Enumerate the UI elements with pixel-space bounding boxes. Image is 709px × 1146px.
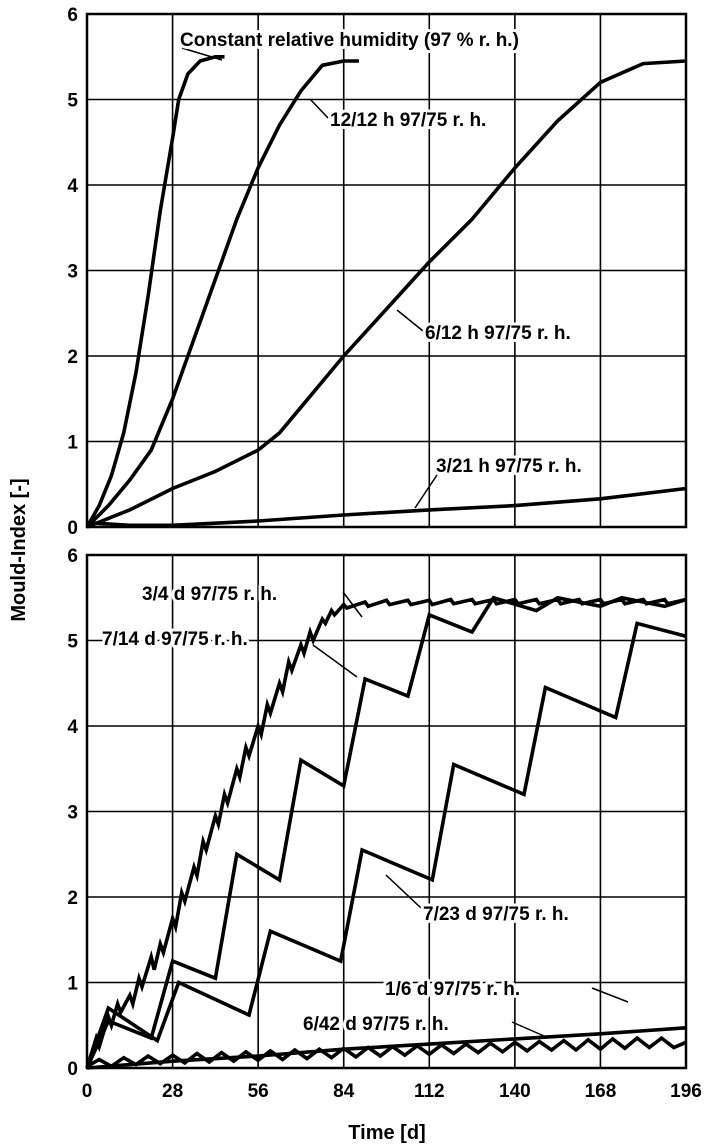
series-line — [85, 597, 687, 1069]
y-tick-label: 4 — [67, 176, 78, 197]
annotation-leader — [591, 987, 629, 1003]
y-axis-title: Mould-Index [-] — [8, 478, 30, 621]
annotation-label: 3/4 d 97/75 r. h. — [142, 584, 277, 605]
annotation-leader — [511, 1021, 545, 1037]
annotation-label: 7/14 d 97/75 r. h. — [102, 629, 248, 650]
annotation-leader — [181, 47, 223, 61]
annotation-leader — [309, 98, 329, 119]
x-tick-label: 168 — [585, 1081, 617, 1102]
series-line — [86, 486, 687, 528]
annotation-label: 3/21 h 97/75 r. h. — [436, 456, 582, 477]
x-tick-label: 0 — [82, 1081, 93, 1102]
annotation-label: Constant relative humidity (97 % r. h.) — [180, 30, 519, 51]
y-tick-label: 1 — [67, 433, 78, 454]
y-tick-label: 5 — [67, 91, 78, 112]
y-tick-label: 4 — [67, 717, 78, 738]
plot-frame — [85, 12, 688, 529]
y-tick-label: 6 — [67, 5, 78, 26]
top-panel: 0 1 2 3 4 5 6 Constant relative humidity (97 % … — [67, 5, 688, 539]
annotation-label: 6/42 d 97/75 r. h. — [303, 1014, 449, 1035]
x-axis-title: Time [d] — [348, 1122, 425, 1144]
annotation-label: 7/23 d 97/75 r. h. — [423, 904, 569, 925]
y-tick-label: 0 — [67, 518, 78, 539]
plot-frame — [85, 553, 688, 1070]
x-tick-label: 56 — [248, 1081, 269, 1102]
x-tick-label: 140 — [499, 1081, 531, 1102]
y-tick-label: 3 — [67, 803, 78, 824]
annotation-leader — [385, 874, 422, 909]
annotation-label: 12/12 h 97/75 r. h. — [330, 110, 486, 131]
x-tick-label: 84 — [333, 1081, 355, 1102]
series-line — [85, 595, 687, 1069]
series-line — [85, 621, 687, 1069]
series-line — [86, 59, 687, 529]
x-tick-label: 196 — [670, 1081, 702, 1102]
y-tick-label: 6 — [67, 546, 78, 567]
y-tick-label: 5 — [67, 632, 78, 653]
y-tick-label: 2 — [67, 347, 78, 368]
series-line — [86, 1035, 687, 1069]
x-tick-label: 112 — [414, 1081, 445, 1102]
annotation-label: 1/6 d 97/75 r. h. — [385, 979, 520, 1000]
annotation-leader — [312, 644, 358, 678]
x-tick-label: 28 — [162, 1081, 183, 1102]
series-line — [85, 55, 225, 528]
y-tick-label: 3 — [67, 262, 78, 283]
annotation-leader — [342, 591, 363, 618]
y-tick-label: 2 — [67, 888, 78, 909]
y-tick-label: 1 — [67, 974, 78, 995]
annotation-leader — [396, 309, 424, 332]
y-tick-label: 0 — [67, 1059, 78, 1080]
annotation-label: 6/12 h 97/75 r. h. — [425, 323, 571, 344]
series-line — [85, 59, 359, 529]
annotation-leader — [414, 474, 438, 509]
